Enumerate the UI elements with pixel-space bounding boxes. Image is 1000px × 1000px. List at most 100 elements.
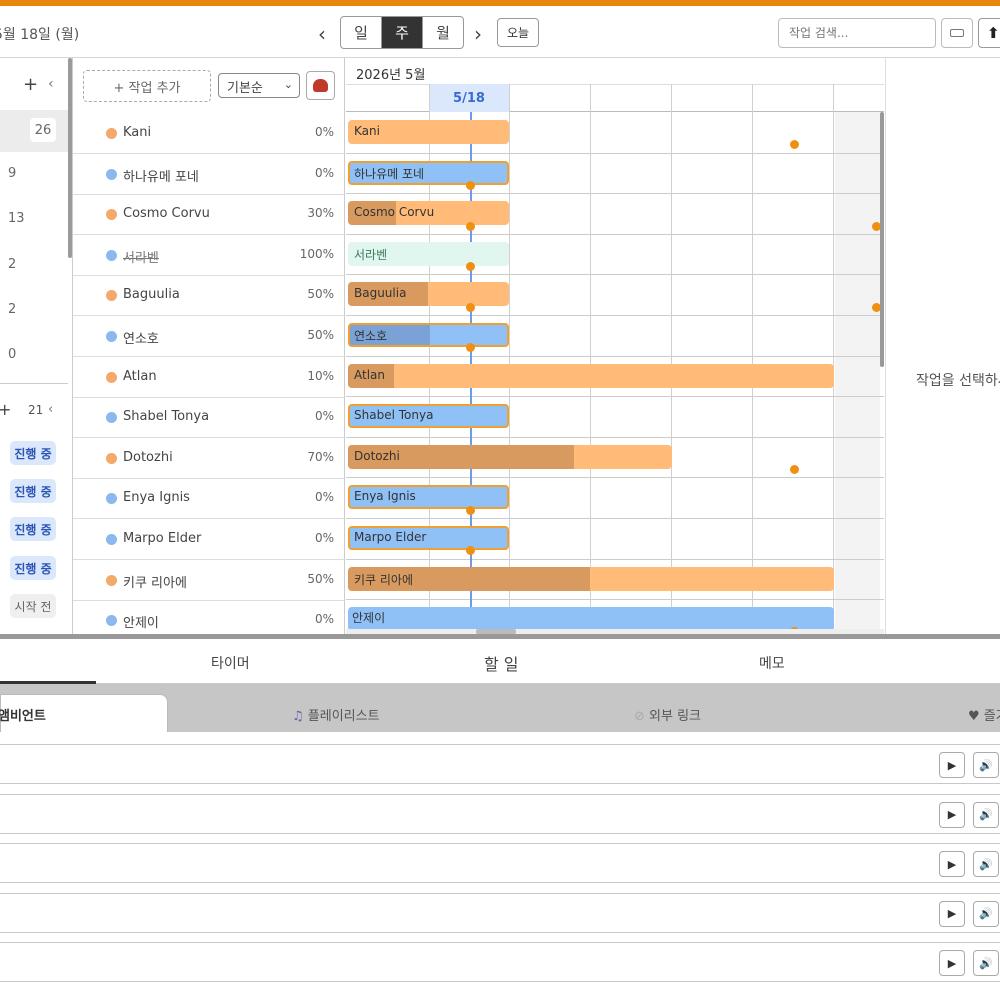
view-month-button[interactable]: 월 (436, 24, 450, 42)
milestone-marker[interactable] (466, 506, 475, 515)
play-button[interactable]: ▶ (939, 752, 965, 778)
task-bar[interactable]: Baguulia (348, 282, 509, 307)
task-row[interactable]: Dotozhi 70% (73, 438, 344, 479)
count-item[interactable]: 13 (8, 211, 25, 226)
task-row[interactable]: 연소호 50% (73, 316, 344, 357)
task-row[interactable]: Kani 0% (73, 113, 344, 154)
search-input[interactable] (778, 18, 936, 48)
gantt-scrollbar[interactable] (880, 112, 884, 367)
count-item[interactable]: 2 (8, 257, 17, 272)
task-bar[interactable]: 하나유메 포네 (348, 160, 509, 185)
left-scrollbar[interactable] (68, 58, 72, 258)
task-bar[interactable]: Enya Ignis (348, 485, 509, 510)
count-item[interactable]: 0 (8, 347, 17, 362)
task-bar[interactable]: Dotozhi (348, 444, 672, 469)
task-row[interactable]: Shabel Tonya 0% (73, 397, 344, 439)
collapse-chevron-icon[interactable]: ‹ (48, 76, 54, 92)
task-row[interactable]: 서라벤 100% (73, 235, 344, 276)
view-week-button[interactable]: 주 (382, 17, 423, 48)
status-badge[interactable]: 진행 중 (10, 556, 56, 580)
task-bar[interactable]: 서라벤 (348, 241, 509, 266)
tag-filter-button[interactable] (941, 18, 973, 48)
add-task-button[interactable]: + 작업 추가 (83, 70, 211, 102)
count-item[interactable]: 9 (8, 166, 17, 181)
gantt-row-line (346, 396, 884, 398)
upload-button[interactable]: ⬆ (978, 18, 1000, 48)
tab-memo[interactable]: 메모 (759, 656, 785, 672)
volume-button[interactable]: 🔊 (973, 900, 999, 927)
task-percent: 0% (314, 409, 334, 424)
detail-panel: 작업을 선택하세요 (885, 58, 1000, 634)
collapse-chevron-icon[interactable]: ‹ (48, 402, 54, 417)
milestone-marker[interactable] (466, 303, 475, 312)
sort-select[interactable]: 기본순 ⌄ (218, 73, 300, 98)
volume-button[interactable]: 🔊 (973, 851, 999, 878)
play-button[interactable]: ▶ (939, 900, 965, 927)
task-bar[interactable]: Kani (348, 120, 509, 144)
milestone-marker[interactable] (466, 546, 475, 555)
milestone-marker[interactable] (790, 465, 799, 474)
status-badge[interactable]: 진행 중 (10, 441, 56, 465)
milestone-marker[interactable] (466, 222, 475, 231)
subtab-ambient-label[interactable]: 앰비언트 (0, 709, 46, 724)
milestone-marker[interactable] (466, 262, 475, 271)
volume-button[interactable]: 🔊 (973, 950, 999, 977)
subtab-playlist-label: 플레이리스트 (307, 709, 380, 724)
milestone-marker[interactable] (872, 303, 881, 312)
status-badge[interactable]: 진행 중 (10, 517, 56, 541)
today-button[interactable]: 오늘 (497, 18, 539, 47)
gantt-row-line (346, 599, 884, 601)
subtab-links[interactable]: ⊘ 외부 링크 (634, 705, 701, 724)
prev-arrow-icon[interactable]: ‹ (318, 22, 326, 46)
milestone-marker[interactable] (466, 181, 475, 190)
task-row[interactable]: Atlan 10% (73, 357, 344, 398)
task-bar[interactable]: Cosmo Corvu (348, 201, 509, 226)
task-list: + 작업 추가 기본순 ⌄ Kani 0% 하나유메 포네 0% Cosmo Corvu… (72, 58, 345, 642)
status-badge[interactable]: 시작 전 (10, 594, 56, 618)
volume-button[interactable]: 🔊 (973, 801, 999, 828)
milestone-marker[interactable] (872, 222, 881, 231)
milestone-marker[interactable] (466, 343, 475, 352)
count-item[interactable]: 2 (8, 302, 17, 317)
task-color-dot (106, 290, 117, 302)
play-icon: ▶ (947, 857, 957, 871)
view-day-button[interactable]: 일 (341, 17, 382, 48)
task-row[interactable]: 하나유메 포네 0% (73, 154, 344, 195)
tab-timer[interactable]: 타이머 (211, 656, 250, 672)
emoji-button[interactable] (306, 71, 335, 100)
task-color-dot (106, 371, 117, 383)
task-name: Cosmo Corvu (123, 206, 210, 222)
task-percent: 30% (307, 206, 334, 221)
task-bar[interactable]: 연소호 (348, 323, 509, 347)
play-button[interactable]: ▶ (939, 950, 965, 977)
milestone-marker[interactable] (790, 140, 799, 149)
play-icon: ▶ (947, 808, 957, 822)
add-status-button[interactable]: + (0, 400, 12, 419)
scroll-thumb[interactable] (476, 629, 516, 634)
tab-todo[interactable]: 할 일 (484, 655, 519, 674)
task-bar[interactable]: 안제이 (348, 607, 834, 632)
panel-divider[interactable] (0, 634, 1000, 639)
task-row[interactable]: Marpo Elder 0% (73, 519, 344, 560)
next-arrow-icon[interactable]: › (474, 22, 482, 46)
volume-button[interactable]: 🔊 (973, 752, 999, 778)
task-bar[interactable]: Shabel Tonya (348, 404, 509, 429)
add-button[interactable]: + (23, 74, 39, 95)
task-bar[interactable]: Marpo Elder (348, 526, 509, 550)
play-button[interactable]: ▶ (939, 851, 965, 878)
gantt-row-line (346, 436, 884, 438)
volume-icon: 🔊 (979, 808, 993, 822)
subtab-favorites[interactable]: ♥ 즐겨찾기 (968, 709, 1000, 724)
task-bar-label: 안제이 (352, 611, 386, 626)
task-row[interactable]: Baguulia 50% (73, 275, 344, 317)
status-badge[interactable]: 진행 중 (10, 479, 56, 503)
gantt-h-scrollbar[interactable] (346, 629, 884, 634)
task-row[interactable]: Enya Ignis 0% (73, 478, 344, 520)
task-bar[interactable]: Atlan (348, 363, 834, 388)
subtab-playlist[interactable]: ♫ 플레이리스트 (292, 705, 380, 724)
play-button[interactable]: ▶ (939, 801, 965, 828)
task-bar[interactable]: 키쿠 리아에 (348, 566, 834, 591)
task-row[interactable]: Cosmo Corvu 30% (73, 194, 344, 236)
task-row[interactable]: 키쿠 리아에 50% (73, 560, 344, 601)
subtab-ambient[interactable] (0, 694, 168, 732)
